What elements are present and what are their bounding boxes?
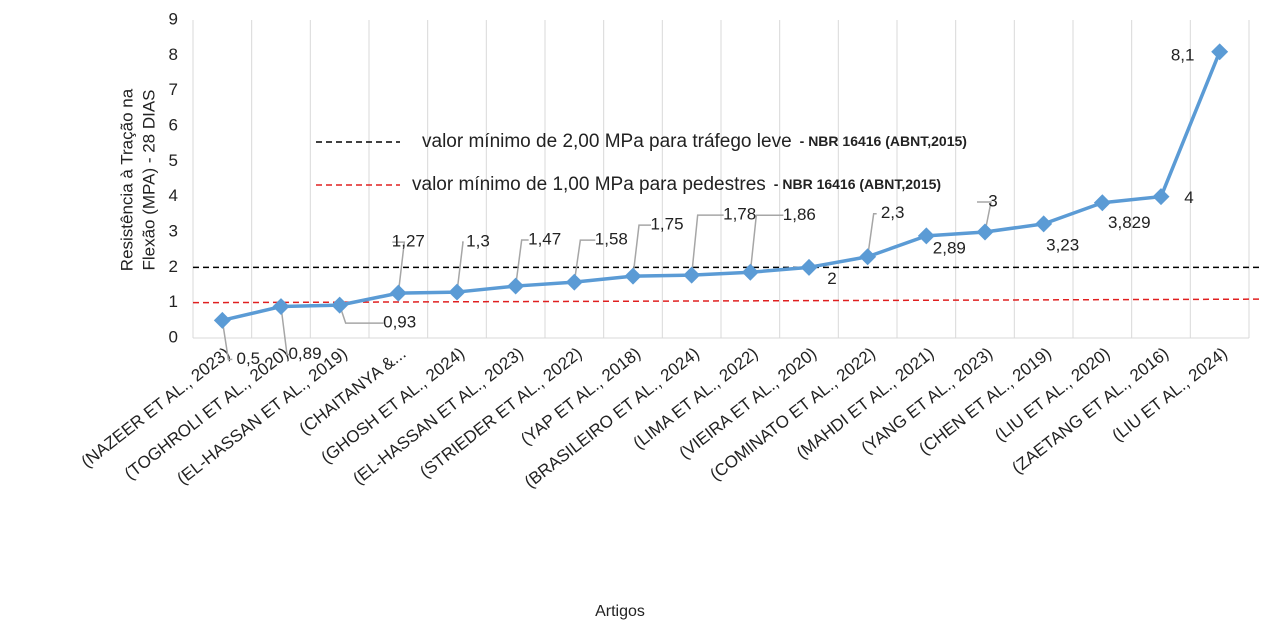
data-label: 1,75: [650, 215, 683, 234]
marker: [859, 248, 877, 266]
y-tick-label: 1: [169, 292, 178, 311]
marker: [683, 266, 701, 284]
marker: [448, 283, 466, 301]
y-tick-label: 3: [169, 221, 178, 240]
legend-name: valor mínimo de 2,00 MPa para tráfego le…: [422, 131, 792, 152]
y-tick-label: 5: [169, 151, 178, 170]
label-leader: [573, 239, 596, 283]
data-label: 3: [988, 191, 997, 210]
legend-source: - NBR 16416 (ABNT,2015): [774, 176, 941, 192]
label-leader: [280, 306, 289, 356]
marker: [800, 258, 818, 276]
y-axis-label: Resistência à Tração na: [117, 88, 136, 271]
marker: [389, 284, 407, 302]
label-leader: [632, 224, 651, 277]
y-tick-label: 6: [169, 115, 178, 134]
data-label: 3,23: [1046, 235, 1079, 254]
data-label: 0,93: [383, 313, 416, 332]
data-label: 1,58: [595, 230, 628, 249]
data-label: 1,27: [392, 232, 425, 251]
marker: [976, 223, 994, 241]
data-label: 8,1: [1171, 45, 1195, 64]
marker: [1035, 215, 1053, 233]
data-label: 1,86: [783, 205, 816, 224]
data-label: 1,78: [723, 205, 756, 224]
label-leader: [514, 239, 529, 287]
data-label: 1,3: [466, 232, 490, 251]
label-leader: [690, 214, 724, 276]
label-leader: [977, 201, 992, 233]
reference-line: [192, 298, 1262, 304]
legend-source: - NBR 16416 (ABNT,2015): [800, 133, 967, 149]
y-tick-label: 9: [169, 9, 178, 28]
marker: [565, 273, 583, 291]
marker: [741, 263, 759, 281]
y-tick-label: 8: [169, 45, 178, 64]
data-label: 0,5: [237, 349, 261, 368]
data-label: 2: [827, 269, 836, 288]
marker: [1093, 194, 1111, 212]
marker: [331, 296, 349, 314]
x-axis-label: Artigos: [595, 603, 645, 620]
label-leader: [456, 241, 464, 293]
label-leader: [749, 214, 784, 273]
y-tick-label: 2: [169, 257, 178, 276]
data-label: 3,829: [1108, 213, 1151, 232]
y-tick-label: 0: [169, 327, 178, 346]
marker: [1152, 188, 1170, 206]
data-label: 2,3: [881, 203, 905, 222]
y-axis-label: Flexão (MPA) - 28 DIAS: [139, 89, 158, 270]
data-label: 2,89: [933, 238, 966, 257]
marker: [917, 227, 935, 245]
legend-label: valor mínimo de 2,00 MPa para tráfego le…: [422, 131, 967, 152]
legend-label: valor mínimo de 1,00 MPa para pedestres -…: [412, 174, 941, 195]
label-leader: [338, 304, 384, 324]
data-line: [221, 51, 1222, 323]
y-tick-label: 4: [169, 186, 178, 205]
label-leader: [221, 320, 233, 361]
y-tick-label: 7: [169, 80, 178, 99]
label-leader: [866, 212, 877, 257]
data-label: 0,89: [288, 344, 321, 363]
data-label: 1,47: [528, 230, 561, 249]
marker: [1211, 43, 1229, 61]
marker: [272, 298, 290, 316]
data-label: 4: [1184, 188, 1193, 207]
legend-name: valor mínimo de 1,00 MPa para pedestres: [412, 174, 766, 195]
marker: [507, 277, 525, 295]
marker: [213, 311, 231, 329]
marker: [624, 267, 642, 285]
label-leader: [392, 241, 406, 294]
